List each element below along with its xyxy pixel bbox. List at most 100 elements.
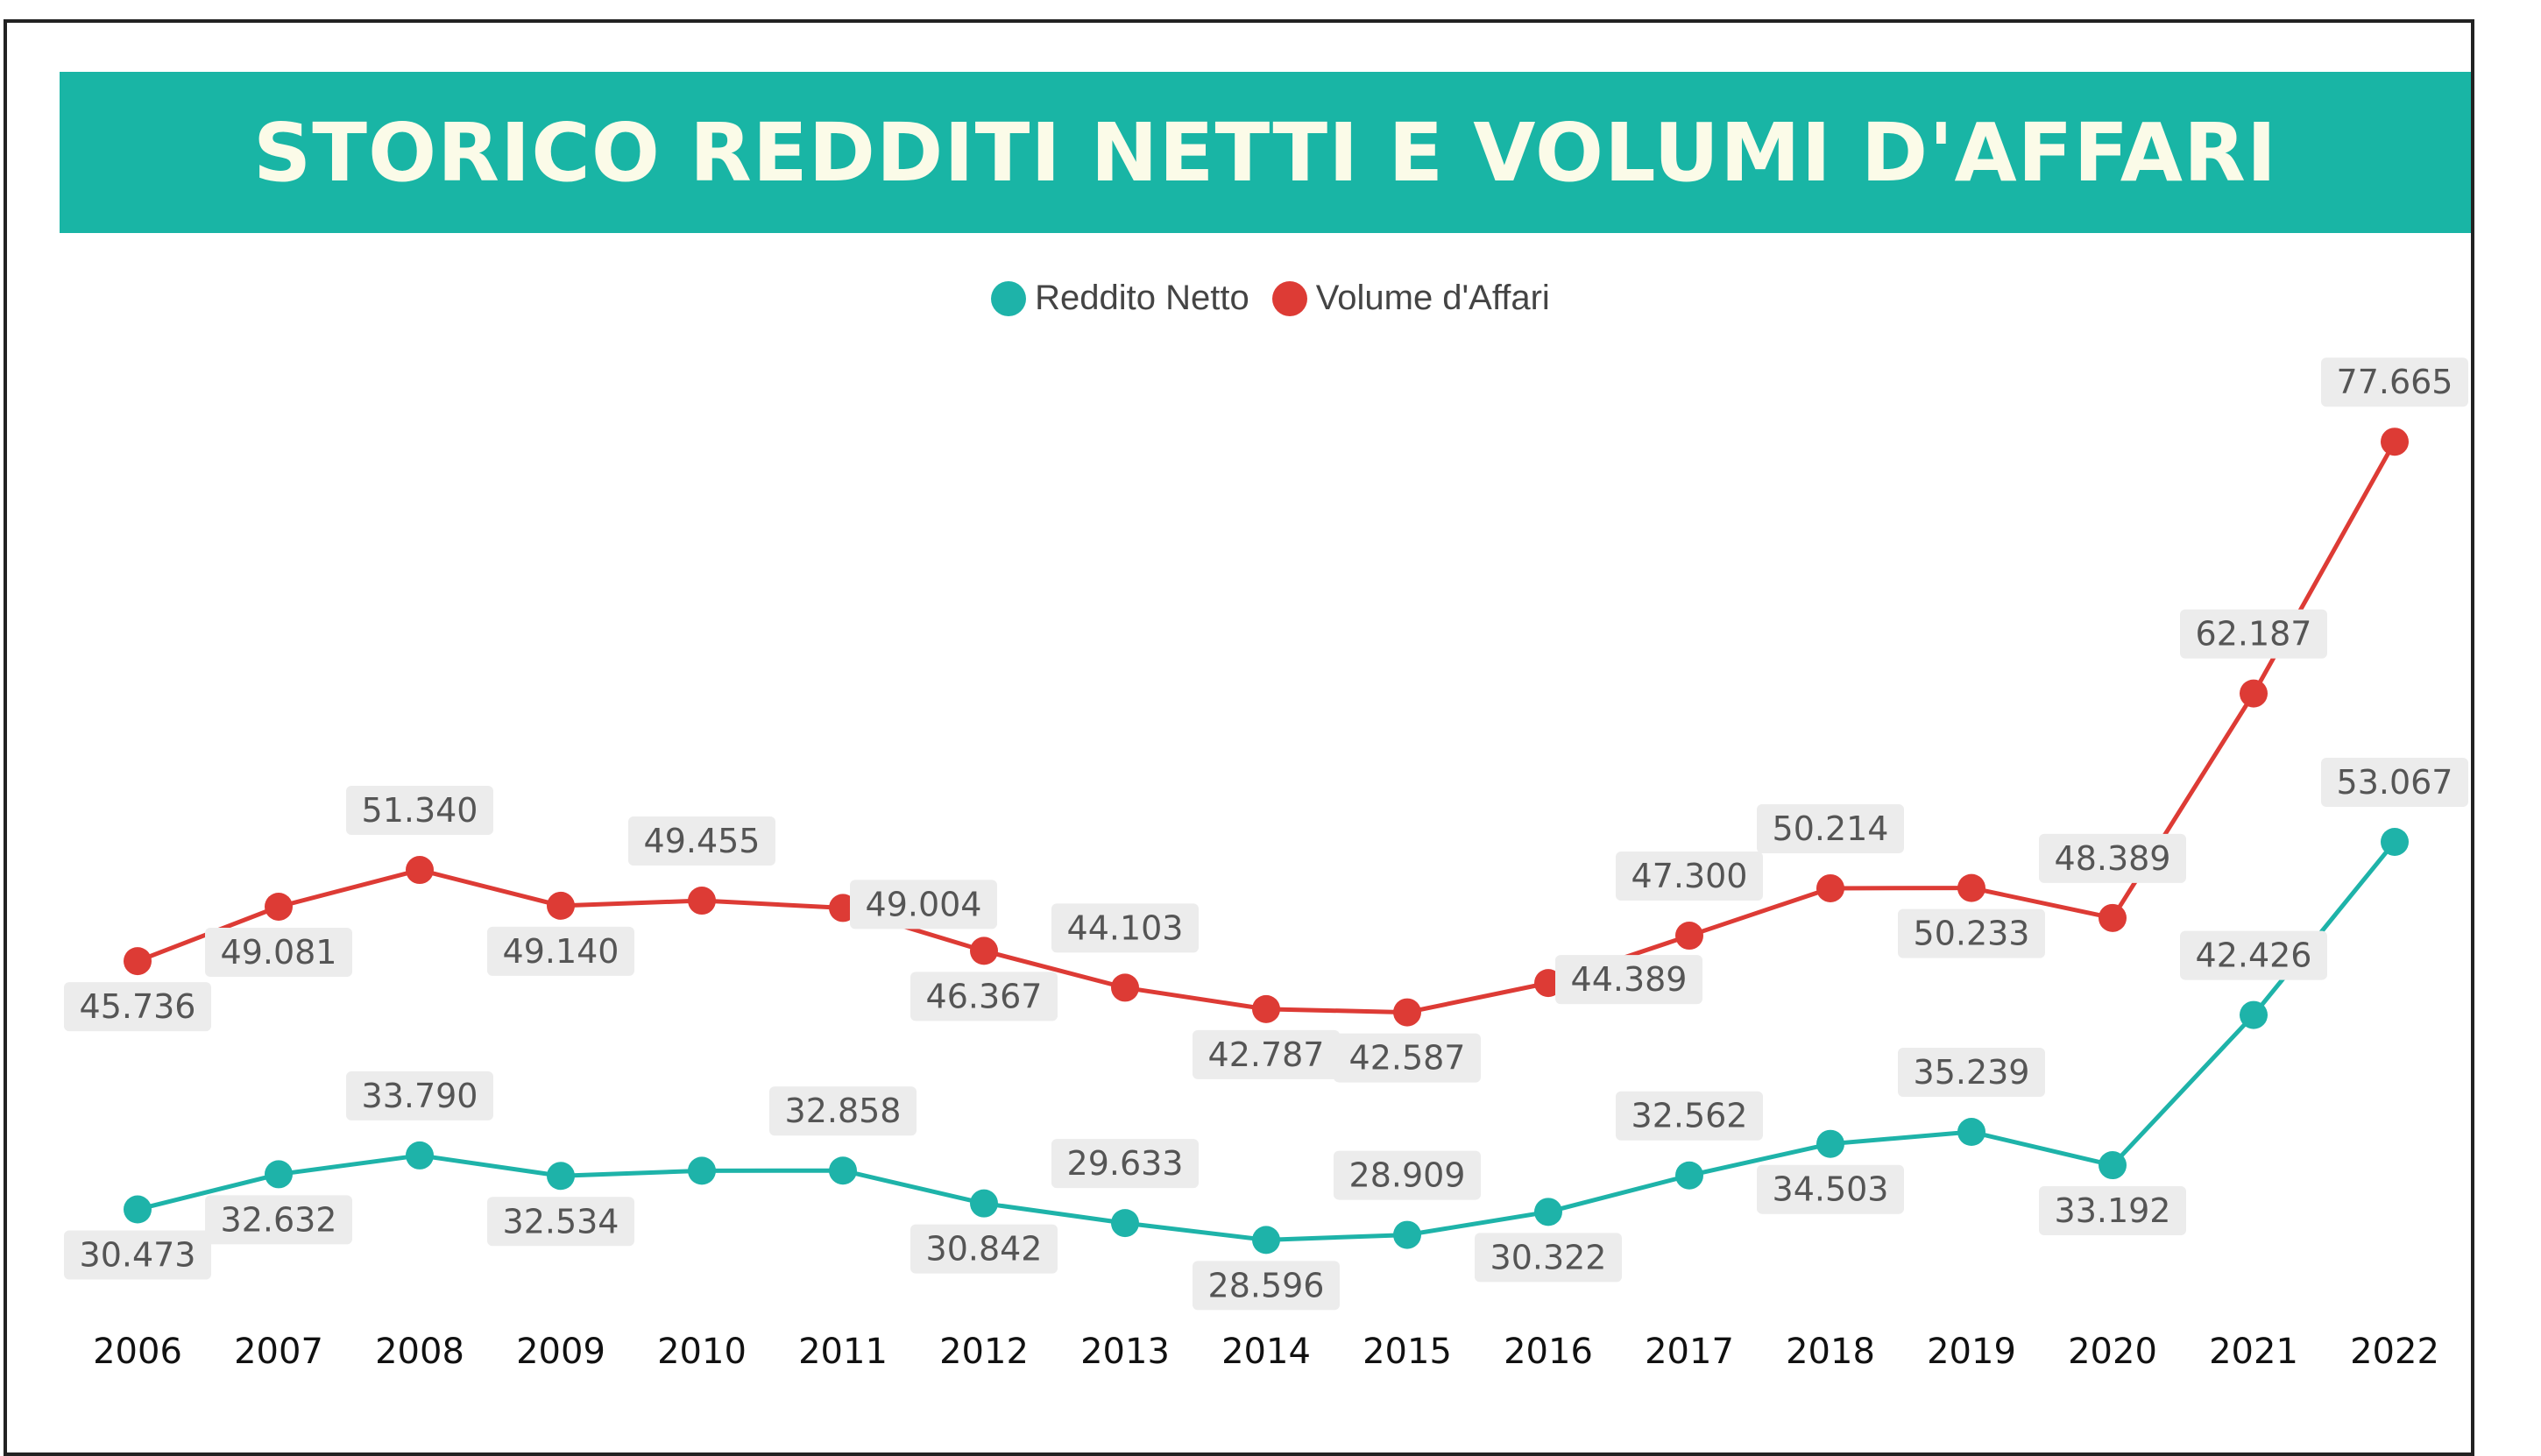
x-tick-label: 2019 xyxy=(1927,1332,2016,1372)
x-tick-label: 2008 xyxy=(375,1332,464,1372)
x-tick-label: 2021 xyxy=(2209,1332,2298,1372)
legend-label-reddito: Reddito Netto xyxy=(1035,279,1249,317)
data-label-box xyxy=(910,972,1058,1021)
data-label-box xyxy=(2180,930,2327,980)
data-point xyxy=(1816,1129,1844,1158)
data-point xyxy=(547,1162,575,1191)
data-point xyxy=(547,891,575,920)
data-point xyxy=(124,947,152,976)
legend-label-volume: Volume d'Affari xyxy=(1315,279,1550,317)
data-label: 45.736 xyxy=(80,987,196,1026)
x-tick-label: 2010 xyxy=(657,1332,747,1372)
data-point xyxy=(1111,1209,1139,1238)
data-label-box xyxy=(346,786,493,836)
data-label: 46.367 xyxy=(926,977,1043,1015)
data-label-box xyxy=(1616,852,1763,901)
data-label: 51.340 xyxy=(362,791,478,830)
data-point xyxy=(2240,1000,2268,1029)
data-label: 30.473 xyxy=(80,1236,196,1275)
data-label-box xyxy=(64,982,211,1032)
data-label: 32.562 xyxy=(1631,1097,1748,1135)
data-label-box xyxy=(1193,1029,1340,1079)
data-label-box xyxy=(205,927,352,977)
x-tick-label: 2012 xyxy=(939,1332,1029,1372)
data-label: 32.858 xyxy=(785,1092,902,1130)
data-label-box xyxy=(1193,1261,1340,1311)
title-banner: STORICO REDDITI NETTI E VOLUMI D'AFFARI xyxy=(60,72,2471,233)
data-label-box xyxy=(1898,908,2045,958)
data-point xyxy=(2099,903,2127,932)
data-label-box xyxy=(487,926,634,976)
data-label: 49.004 xyxy=(866,885,982,923)
data-point xyxy=(688,887,716,915)
data-point xyxy=(1675,1161,1703,1190)
legend-item-volume: Volume d'Affari xyxy=(1271,279,1550,318)
data-label: 62.187 xyxy=(2196,615,2312,654)
data-label-box xyxy=(1757,803,1904,853)
data-label: 33.790 xyxy=(362,1077,478,1115)
data-label: 28.909 xyxy=(1349,1156,1466,1195)
data-label: 30.322 xyxy=(1490,1238,1607,1276)
data-label-box xyxy=(769,1086,917,1136)
data-label-box xyxy=(1334,1150,1481,1200)
x-tick-label: 2022 xyxy=(2350,1332,2439,1372)
data-point xyxy=(265,892,293,921)
data-label-box xyxy=(346,1071,493,1120)
series-line xyxy=(137,440,2397,1015)
data-label: 32.534 xyxy=(503,1202,619,1240)
data-label-box xyxy=(910,1224,1058,1274)
data-label: 49.455 xyxy=(644,822,761,860)
data-label: 50.214 xyxy=(1773,809,1889,848)
data-point xyxy=(1816,873,1844,902)
data-point xyxy=(2240,679,2268,708)
x-tick-label: 2006 xyxy=(93,1332,182,1372)
data-label-box xyxy=(1334,1033,1481,1083)
data-point xyxy=(265,1160,293,1189)
line-chart: 2006 2007 2008 2009 2010 2011 2012 2013 2014 2015… xyxy=(64,357,2468,1372)
legend-dot-reddito-icon xyxy=(991,280,1027,316)
data-point xyxy=(688,1156,716,1185)
data-label-box xyxy=(628,816,775,866)
data-label-box xyxy=(1051,903,1199,953)
data-point xyxy=(1675,922,1703,951)
x-tick-label: 2020 xyxy=(2068,1332,2157,1372)
data-point xyxy=(2099,1151,2127,1180)
legend-dot-volume-icon xyxy=(1271,280,1307,316)
data-label: 33.192 xyxy=(2055,1191,2171,1230)
data-label-box xyxy=(2039,1186,2186,1236)
data-point xyxy=(829,1156,857,1185)
data-label-box xyxy=(1475,1233,1622,1283)
data-label-box xyxy=(2321,357,2468,407)
data-label: 28.596 xyxy=(1208,1266,1325,1304)
x-tick-label: 2011 xyxy=(798,1332,888,1372)
x-tick-label: 2018 xyxy=(1786,1332,1875,1372)
data-label: 50.233 xyxy=(1914,915,2030,953)
legend: Reddito Netto Volume d'Affari xyxy=(0,279,2541,318)
data-point xyxy=(406,856,434,885)
data-label-box xyxy=(64,1230,211,1280)
data-label: 44.389 xyxy=(1571,960,1688,999)
data-point xyxy=(406,1141,434,1170)
data-label: 49.140 xyxy=(503,932,619,971)
data-label-box xyxy=(2321,757,2468,807)
x-tick-label: 2015 xyxy=(1363,1332,1452,1372)
data-label: 35.239 xyxy=(1914,1053,2030,1092)
data-label: 29.633 xyxy=(1067,1144,1184,1183)
x-tick-label: 2017 xyxy=(1645,1332,1734,1372)
data-point xyxy=(1252,994,1280,1023)
data-label-box xyxy=(2180,609,2327,659)
chart-title: STORICO REDDITI NETTI E VOLUMI D'AFFARI xyxy=(252,105,2278,200)
x-tick-label: 2009 xyxy=(516,1332,605,1372)
data-label-box xyxy=(205,1195,352,1245)
data-label: 47.300 xyxy=(1631,857,1748,895)
data-point xyxy=(1252,1226,1280,1255)
data-point xyxy=(1957,1118,1985,1147)
data-label: 32.632 xyxy=(221,1200,337,1239)
data-label: 44.103 xyxy=(1067,908,1184,947)
data-label: 42.787 xyxy=(1208,1035,1325,1074)
data-label: 42.587 xyxy=(1349,1039,1466,1078)
data-point xyxy=(2381,827,2409,856)
data-label-box xyxy=(1051,1139,1199,1189)
data-label-box xyxy=(1555,955,1702,1005)
data-point xyxy=(970,1189,998,1218)
